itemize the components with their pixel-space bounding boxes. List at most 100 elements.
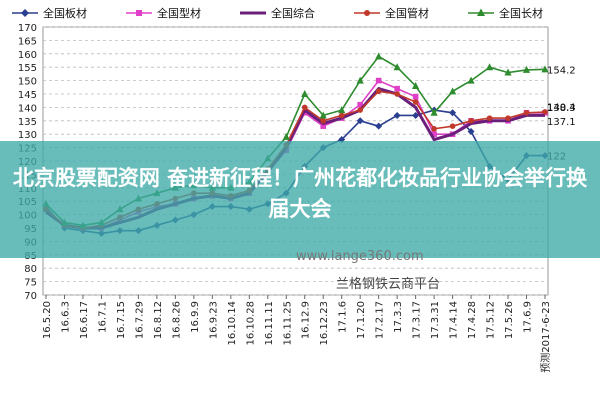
data-point bbox=[486, 115, 493, 121]
data-point bbox=[375, 52, 383, 60]
x-tick-label: 16.8.12 bbox=[153, 301, 164, 339]
data-point bbox=[357, 107, 363, 113]
end-value-label: 154.2 bbox=[547, 65, 576, 76]
end-value-label: 137.1 bbox=[547, 117, 576, 128]
data-point bbox=[394, 91, 400, 97]
x-tick-label: 16.11.25 bbox=[282, 301, 293, 346]
data-point bbox=[505, 115, 511, 121]
x-tick-label: 16.9.23 bbox=[208, 301, 219, 339]
legend-item: 全国板材 bbox=[12, 6, 87, 20]
x-tick-label: 17.3.3 bbox=[393, 301, 404, 333]
end-value-label: 138.3 bbox=[547, 103, 576, 114]
legend-label: 全国板材 bbox=[43, 6, 87, 20]
x-tick-label: 17.6.9 bbox=[523, 301, 534, 333]
y-tick-label: 80 bbox=[24, 264, 37, 275]
data-point bbox=[430, 108, 438, 116]
data-point bbox=[320, 123, 327, 129]
x-tick-label: 16.8.26 bbox=[171, 301, 182, 339]
data-point bbox=[467, 128, 475, 136]
legend-marker bbox=[21, 9, 29, 17]
y-tick-label: 130 bbox=[18, 130, 37, 141]
data-point bbox=[393, 111, 401, 119]
x-tick-label: 17.1.6 bbox=[338, 301, 349, 333]
watermark-name: 兰格钢铁云商平台 bbox=[336, 277, 441, 292]
data-point bbox=[301, 104, 308, 111]
legend-marker bbox=[477, 8, 485, 16]
data-point bbox=[393, 63, 401, 71]
legend: 全国板材 全国型材 全国综合 全国管材 全国长材 bbox=[12, 6, 543, 20]
end-value-label: 140.4 bbox=[547, 102, 576, 113]
x-tick-label: 17.3.17 bbox=[412, 301, 423, 339]
x-tick-label: 17.2.17 bbox=[375, 301, 386, 339]
x-tick-label: 16.10.28 bbox=[245, 301, 256, 346]
data-point bbox=[541, 65, 549, 73]
x-tick-label: 16.12.23 bbox=[319, 301, 330, 346]
data-point bbox=[412, 81, 420, 89]
data-point bbox=[412, 93, 419, 100]
data-point bbox=[449, 123, 456, 129]
x-tick-label: 16.7.29 bbox=[134, 301, 145, 339]
x-tick-label: 16.10.14 bbox=[227, 301, 238, 346]
data-point bbox=[522, 65, 531, 73]
legend-item: 全国长材 bbox=[468, 6, 543, 20]
legend-label: 全国型材 bbox=[157, 6, 201, 20]
legend-label: 全国综合 bbox=[271, 6, 315, 20]
y-tick-label: 155 bbox=[18, 63, 37, 74]
x-tick-label: 16.6.17 bbox=[79, 301, 90, 339]
data-point bbox=[449, 109, 457, 117]
legend-item: 全国综合 bbox=[240, 6, 315, 20]
data-point bbox=[467, 76, 475, 84]
data-point bbox=[338, 112, 345, 119]
y-tick-label: 150 bbox=[18, 77, 37, 88]
x-axis: 16.5.20 16.6.3 16.6.17 16.7.1 16.7.15 16.7.29… bbox=[42, 295, 552, 373]
data-point bbox=[431, 126, 437, 132]
data-point bbox=[338, 106, 346, 114]
data-point bbox=[356, 117, 364, 125]
overlay-banner bbox=[0, 141, 600, 258]
y-tick-label: 140 bbox=[18, 103, 37, 114]
x-tick-label: 16.12.9 bbox=[301, 301, 312, 339]
x-tick-label: 17.4.14 bbox=[449, 301, 460, 339]
data-point bbox=[320, 118, 327, 124]
legend-marker bbox=[136, 10, 142, 16]
data-point bbox=[394, 85, 400, 92]
data-point bbox=[356, 76, 364, 84]
legend-item: 全国型材 bbox=[126, 6, 201, 20]
data-point bbox=[357, 101, 363, 108]
data-point bbox=[375, 77, 382, 84]
data-point bbox=[282, 132, 290, 140]
data-point bbox=[448, 87, 457, 95]
legend-label: 全国管材 bbox=[385, 6, 429, 20]
y-tick-label: 145 bbox=[18, 90, 37, 101]
x-tick-label: 17.5.26 bbox=[504, 301, 515, 339]
x-tick-label: 16.9.9 bbox=[190, 301, 201, 333]
x-tick-label: 16.5.20 bbox=[42, 301, 53, 339]
y-tick-label: 75 bbox=[24, 278, 37, 289]
watermark-url: www.lange360.com bbox=[296, 249, 424, 264]
data-point bbox=[412, 111, 420, 119]
data-point bbox=[504, 68, 512, 76]
data-point bbox=[542, 109, 548, 115]
x-tick-label: 17.3.31 bbox=[430, 301, 441, 339]
banner-title: 北京股票配资网 奋进新征程！广州花都化妆品行业协会举行换届大会 bbox=[12, 166, 588, 221]
legend-marker bbox=[364, 10, 370, 16]
y-tick-label: 70 bbox=[24, 291, 37, 302]
x-tick-label: 17.1.20 bbox=[356, 301, 367, 339]
data-point bbox=[301, 90, 309, 97]
x-tick-label: 16.7.1 bbox=[97, 301, 108, 333]
x-tick-label: 17.4.28 bbox=[467, 301, 478, 339]
data-point bbox=[375, 88, 382, 95]
data-point bbox=[523, 109, 530, 116]
legend-label: 全国长材 bbox=[499, 6, 543, 20]
x-tick-label: 17.5.12 bbox=[486, 301, 497, 339]
y-tick-label: 135 bbox=[18, 117, 37, 128]
x-tick-label: 预测2017-6-23 bbox=[539, 301, 552, 373]
data-point bbox=[375, 122, 383, 130]
x-tick-label: 16.11.11 bbox=[264, 301, 275, 346]
data-point bbox=[485, 63, 494, 71]
x-tick-label: 16.6.3 bbox=[60, 301, 71, 333]
y-tick-label: 165 bbox=[18, 36, 37, 47]
x-tick-label: 16.7.15 bbox=[116, 301, 127, 339]
data-point bbox=[412, 99, 419, 105]
